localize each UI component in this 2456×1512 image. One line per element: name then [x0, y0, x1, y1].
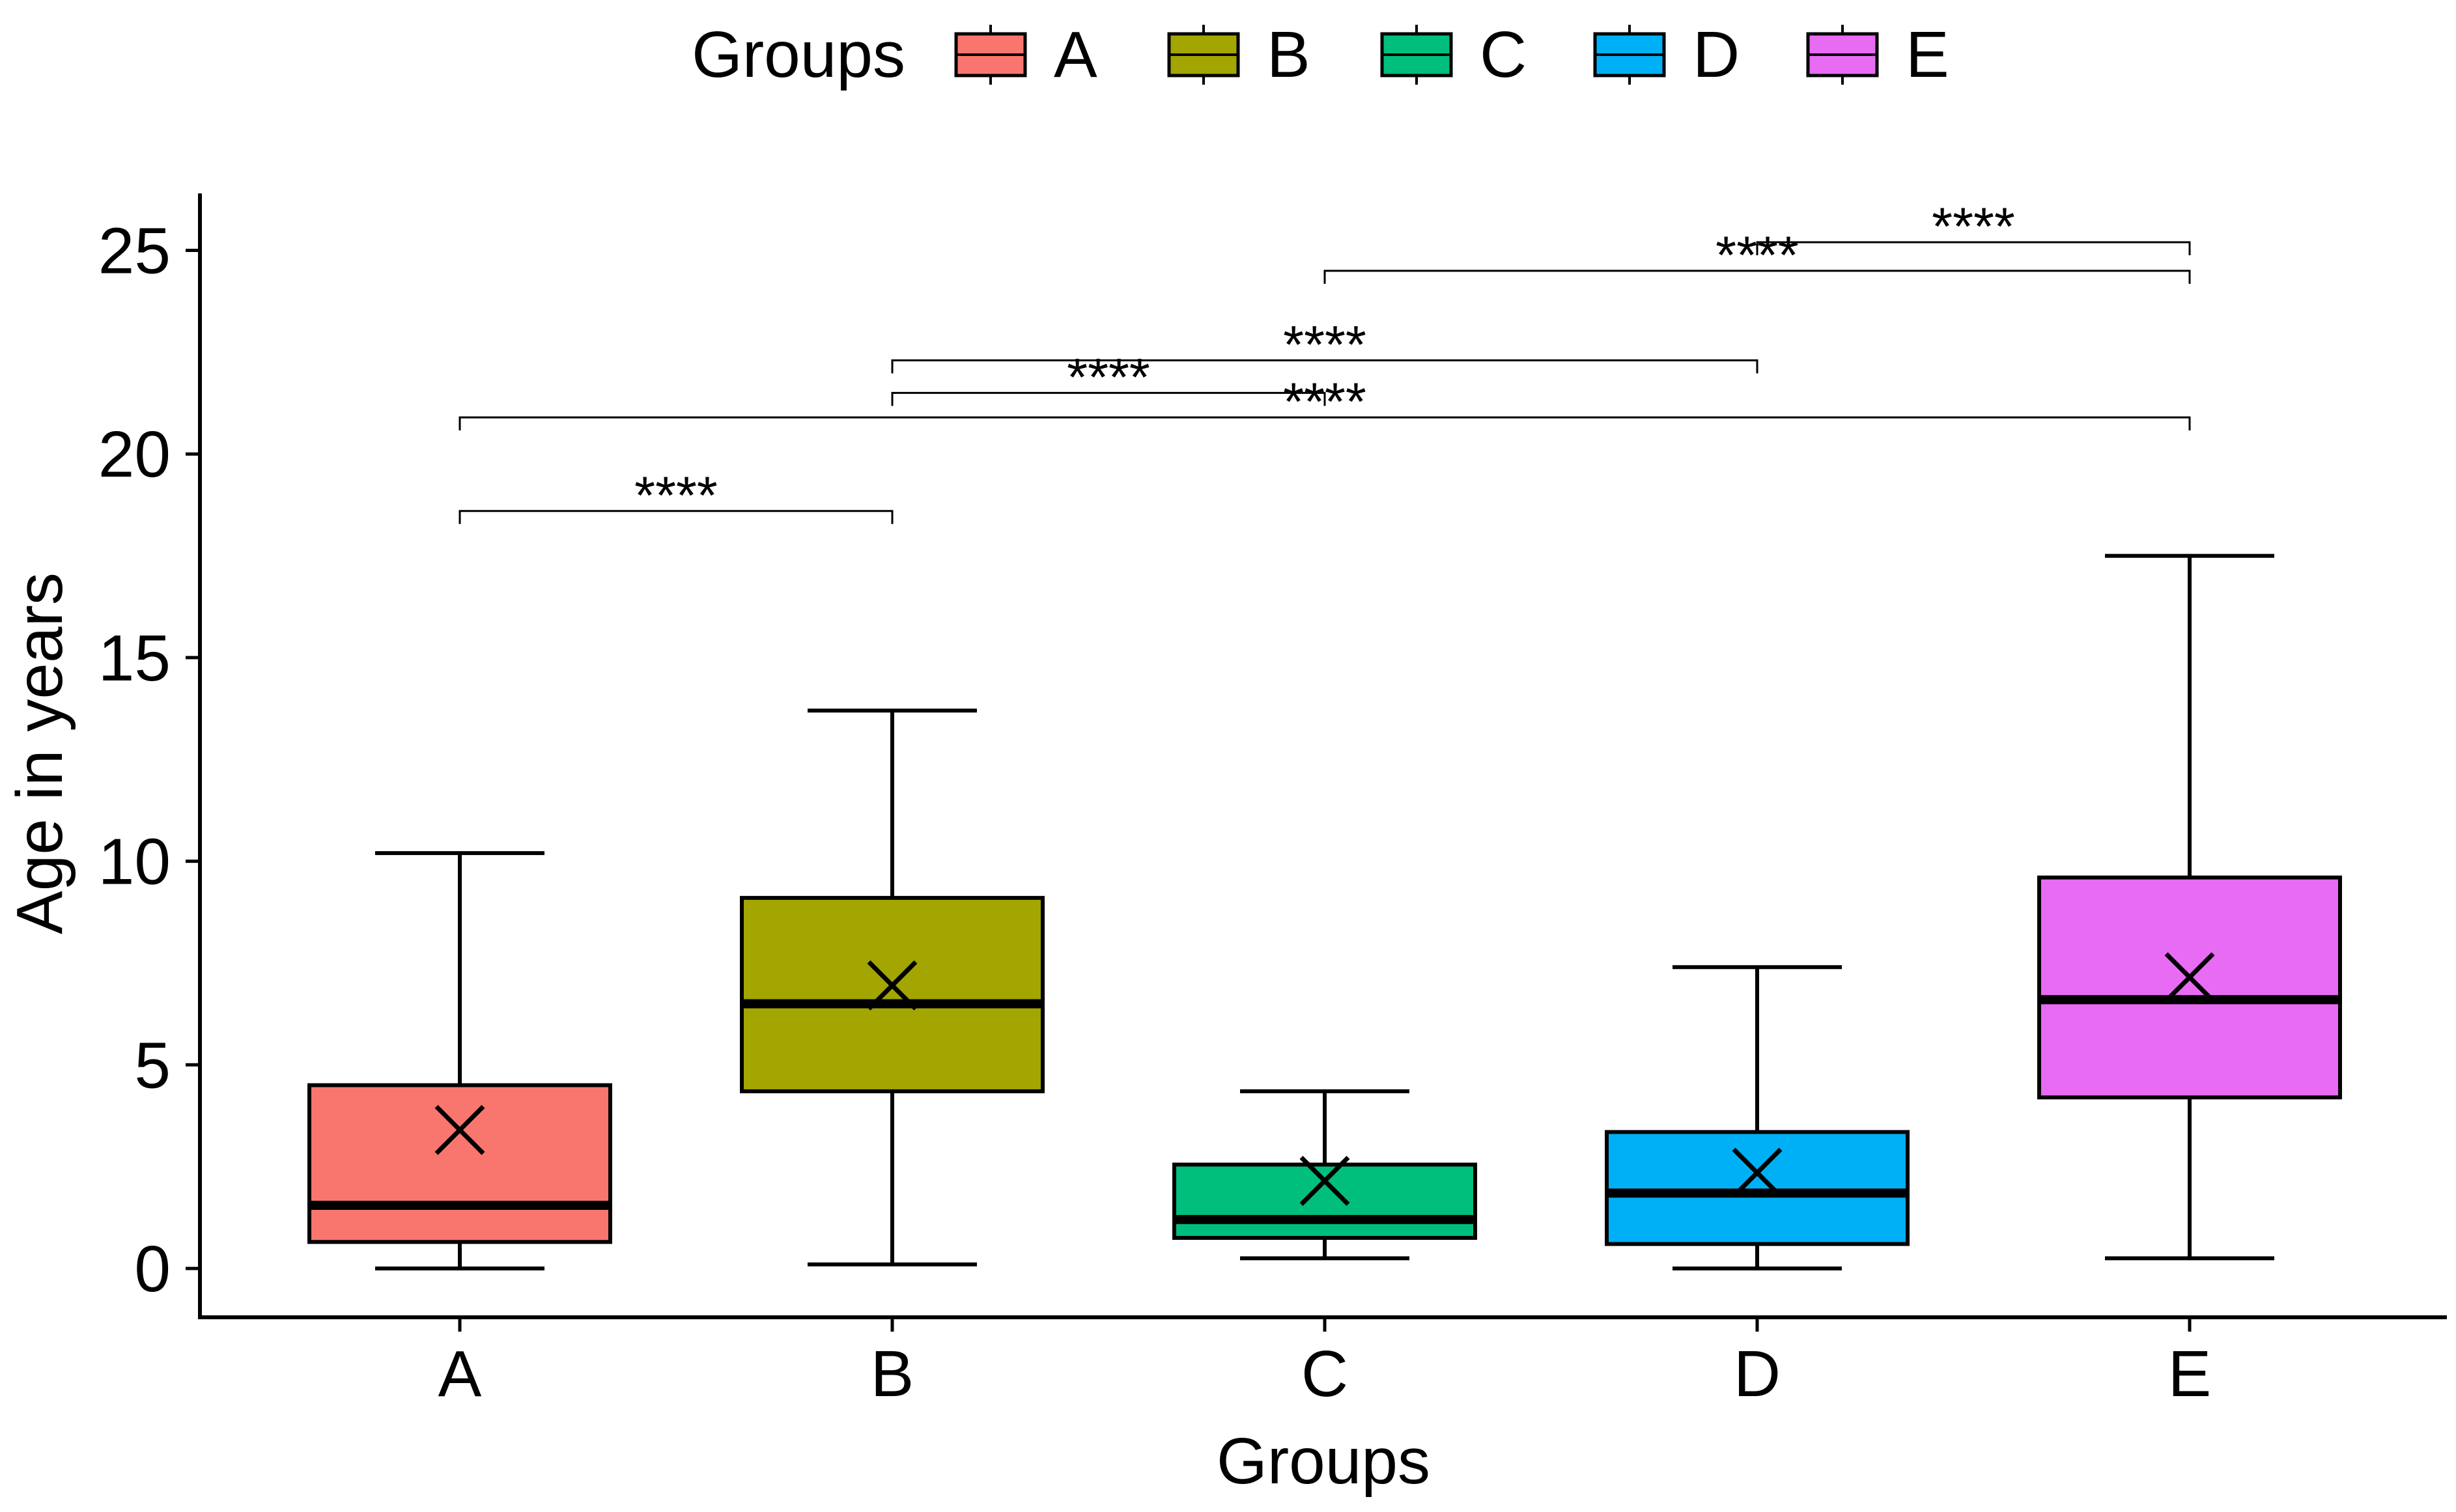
y-axis-label: Age in years: [3, 572, 76, 934]
box-iqr: [1172, 1162, 1477, 1240]
y-tick-label: 0: [134, 1233, 171, 1306]
x-tick-label: A: [438, 1337, 482, 1410]
x-tick-label: D: [1734, 1337, 1781, 1410]
legend-key: [1380, 25, 1453, 85]
y-ticks: 0 5 10 15 20 25: [98, 215, 200, 1306]
box-iqr: [740, 895, 1045, 1093]
y-tick-label: 15: [98, 622, 171, 695]
comparison-bracket: [1756, 241, 2191, 256]
legend-entries: A B C D E: [954, 18, 1949, 91]
significance-label: ****: [1932, 197, 2015, 257]
comparison-bracket: [459, 416, 2191, 430]
box-e: [2037, 553, 2342, 1261]
box-c: [1172, 1089, 1477, 1261]
legend-label: D: [1693, 18, 1740, 91]
legend-key: [1593, 25, 1666, 85]
comparison-bracket: [459, 510, 894, 524]
comparison-bracket: [891, 391, 1326, 406]
x-tick-label: E: [2168, 1337, 2212, 1410]
comparison-a-e: ****: [459, 372, 2191, 432]
legend-title: Groups: [692, 18, 905, 91]
significance-label: ****: [1715, 226, 1799, 285]
y-tick-label: 5: [134, 1029, 171, 1102]
box-d: [1605, 965, 1910, 1270]
box-iqr: [1605, 1130, 1910, 1246]
legend-label: C: [1480, 18, 1527, 91]
significance-label: ****: [1067, 348, 1150, 407]
legend-entry-d: D: [1593, 18, 1740, 91]
legend: Groups A B C D E: [692, 18, 1949, 91]
x-axis-label: Groups: [1217, 1425, 1430, 1498]
legend-key: [1167, 25, 1240, 85]
x-tick-label: B: [871, 1337, 914, 1410]
significance-label: ****: [634, 466, 718, 525]
comparison-b-c: ****: [891, 348, 1326, 407]
y-tick-label: 25: [98, 215, 171, 288]
legend-key: [1806, 25, 1879, 85]
mean-marker: [867, 960, 918, 1011]
legend-label: B: [1267, 18, 1310, 91]
axes: 0 5 10 15 20 25 A B C D E: [98, 193, 2447, 1410]
legend-entry-b: B: [1167, 18, 1310, 91]
box-iqr: [307, 1083, 612, 1244]
significance-label: ****: [1283, 315, 1366, 374]
legend-entry-a: A: [954, 18, 1097, 91]
box-iqr: [2037, 875, 2342, 1100]
comparison-bracket: [891, 359, 1758, 374]
comparison-bracket: [1323, 270, 2191, 284]
x-tick-label: C: [1301, 1337, 1348, 1410]
comparison-c-e: ****: [1323, 226, 2191, 285]
comparison-brackets: ******************** ****: [459, 197, 2191, 525]
legend-label: A: [1054, 18, 1097, 91]
boxes: [307, 553, 2342, 1270]
y-tick-label: 20: [98, 418, 171, 491]
legend-entry-e: E: [1806, 18, 1949, 91]
box-a: [307, 851, 612, 1270]
legend-label: E: [1906, 18, 1949, 91]
comparison-d-e: ****: [1756, 197, 2191, 257]
y-tick-label: 10: [98, 826, 171, 899]
comparison-a-b: ****: [459, 466, 894, 525]
legend-entry-c: C: [1380, 18, 1527, 91]
x-ticks: A B C D E: [438, 1317, 2212, 1410]
box-b: [740, 708, 1045, 1267]
mean-marker: [1299, 1156, 1350, 1206]
legend-key: [954, 25, 1027, 85]
mean-marker: [1732, 1147, 1783, 1198]
comparison-b-d: ****: [891, 315, 1758, 374]
mean-marker: [434, 1104, 485, 1155]
mean-marker: [2164, 952, 2215, 1003]
